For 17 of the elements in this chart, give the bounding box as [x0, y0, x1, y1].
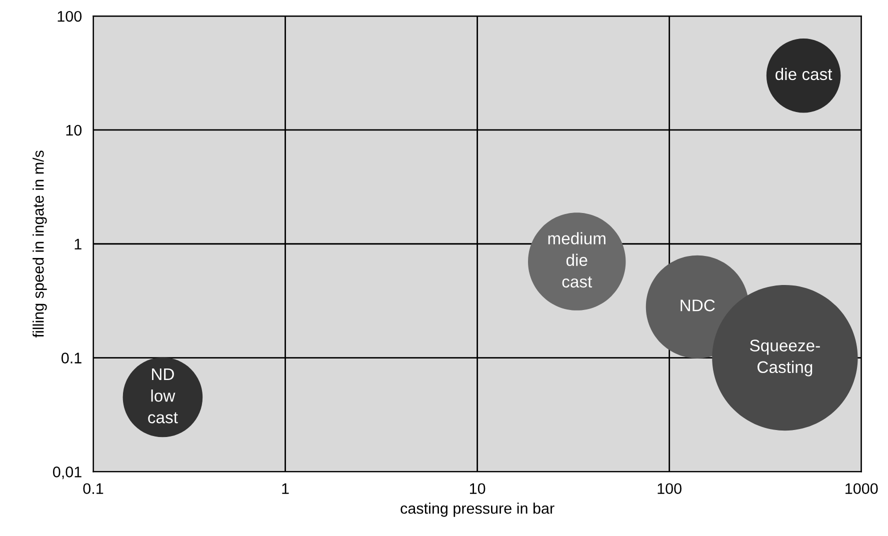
y-tick-label: 0,01: [52, 466, 82, 480]
x-axis-title: casting pressure in bar: [400, 502, 554, 517]
y-tick-label: 100: [58, 10, 82, 22]
annotation: NDC: [680, 300, 715, 312]
y-tick-label: 10: [66, 124, 82, 136]
y-tick-label: 1: [74, 238, 82, 250]
annotation: ND low cast: [148, 368, 178, 424]
x-tick-label: 1000: [846, 483, 878, 494]
x-tick-label: 10: [470, 483, 486, 494]
y-axis-title: filling speed in ingate in m/s: [32, 150, 47, 338]
annotation: die cast: [776, 68, 832, 80]
x-tick-label: 1: [282, 483, 289, 494]
y-tick-label: 0.1: [61, 352, 82, 364]
annotation: Squeeze- Casting: [750, 340, 820, 376]
x-tick-label: 100: [658, 483, 682, 494]
x-tick-label: 0.1: [83, 483, 104, 494]
annotation: medium die cast: [548, 232, 606, 288]
